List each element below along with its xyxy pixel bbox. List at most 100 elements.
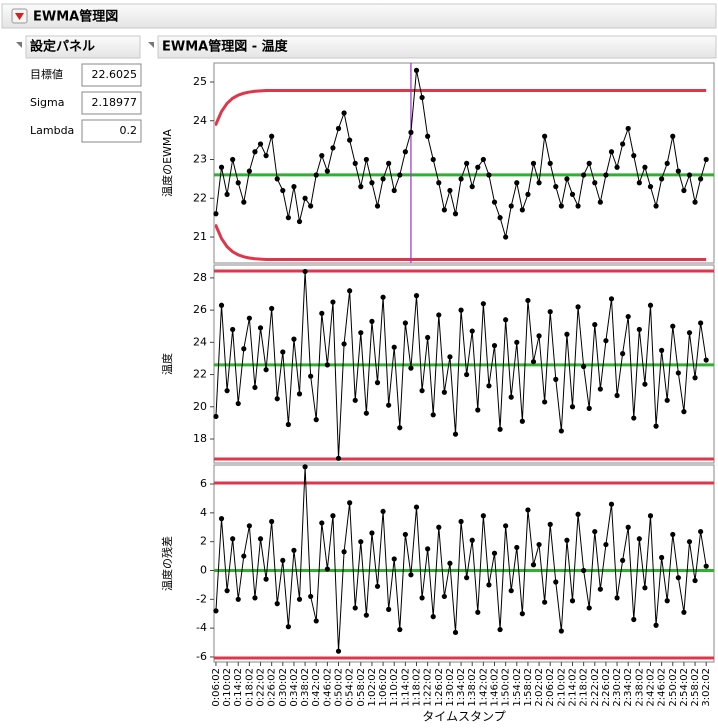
x-tick-label: 0:42:02 bbox=[311, 668, 322, 707]
data-point bbox=[324, 362, 330, 368]
data-point bbox=[614, 392, 620, 399]
data-point bbox=[263, 576, 269, 582]
y-axis-label: 温度の残差 bbox=[160, 536, 174, 591]
x-tick-label: 1:06:02 bbox=[378, 668, 389, 707]
x-tick-label: 0:22:02 bbox=[256, 668, 267, 707]
y-tick-label: 22 bbox=[193, 368, 207, 381]
data-point bbox=[647, 302, 654, 308]
data-point bbox=[698, 320, 704, 326]
data-point bbox=[681, 409, 687, 415]
x-tick-label: 0:46:02 bbox=[322, 668, 333, 707]
data-point bbox=[525, 297, 531, 304]
x-tick-label: 0:38:02 bbox=[300, 668, 311, 707]
data-point bbox=[553, 579, 559, 585]
data-point bbox=[341, 549, 347, 555]
x-tick-label: 2:10:02 bbox=[556, 668, 567, 707]
field-box bbox=[81, 119, 142, 143]
report-title-bar bbox=[157, 35, 717, 59]
data-point bbox=[413, 67, 420, 73]
x-tick-label: 1:38:02 bbox=[467, 668, 478, 707]
data-point bbox=[491, 550, 498, 556]
data-point bbox=[441, 389, 447, 395]
disclosure-icon[interactable] bbox=[148, 42, 154, 48]
data-point bbox=[603, 541, 609, 548]
data-point bbox=[486, 383, 492, 389]
data-point bbox=[575, 511, 581, 517]
disclosure-icon[interactable] bbox=[16, 42, 22, 48]
data-point bbox=[341, 110, 347, 116]
field-value: 22.6025 bbox=[92, 68, 138, 81]
data-point bbox=[642, 585, 648, 591]
data-point bbox=[664, 160, 670, 166]
data-point bbox=[458, 518, 464, 525]
data-point bbox=[425, 133, 431, 139]
data-point bbox=[419, 94, 425, 101]
y-tick-label: 22 bbox=[193, 191, 207, 204]
data-point bbox=[692, 199, 698, 205]
data-point bbox=[542, 133, 548, 139]
data-point bbox=[386, 606, 392, 612]
data-point bbox=[670, 323, 676, 329]
data-point bbox=[408, 365, 414, 371]
data-point bbox=[475, 164, 481, 170]
data-point bbox=[536, 541, 542, 548]
data-point bbox=[291, 547, 297, 553]
data-point bbox=[285, 215, 291, 221]
data-point bbox=[620, 557, 626, 564]
data-point bbox=[503, 234, 509, 240]
data-point bbox=[664, 397, 670, 403]
data-point bbox=[358, 539, 364, 545]
data-point bbox=[592, 180, 598, 186]
data-point bbox=[514, 180, 520, 186]
data-point bbox=[397, 425, 403, 431]
data-point bbox=[692, 375, 698, 381]
x-tick-label: 1:54:02 bbox=[512, 668, 523, 707]
data-point bbox=[653, 203, 659, 209]
x-tick-label: 2:06:02 bbox=[545, 668, 556, 707]
data-point bbox=[324, 168, 330, 174]
data-point bbox=[386, 402, 392, 408]
data-point bbox=[447, 354, 453, 360]
field-value: 2.18977 bbox=[92, 96, 138, 109]
data-point bbox=[542, 399, 548, 405]
data-point bbox=[313, 618, 319, 624]
data-point bbox=[681, 187, 687, 194]
x-tick-label: 2:50:02 bbox=[668, 668, 679, 707]
data-point bbox=[525, 507, 531, 513]
data-point bbox=[263, 153, 269, 159]
data-point bbox=[358, 184, 364, 190]
data-point bbox=[252, 384, 258, 391]
data-point bbox=[475, 407, 481, 413]
data-point bbox=[274, 396, 280, 402]
data-point bbox=[419, 595, 425, 601]
field-value: 0.2 bbox=[120, 124, 138, 137]
data-point bbox=[441, 593, 447, 600]
data-point bbox=[536, 180, 542, 186]
data-point bbox=[480, 513, 486, 519]
data-point bbox=[514, 339, 520, 345]
data-point bbox=[692, 577, 698, 584]
data-point bbox=[269, 518, 275, 525]
data-point bbox=[703, 156, 709, 163]
x-tick-label: 1:46:02 bbox=[490, 668, 501, 707]
data-point bbox=[213, 608, 219, 614]
data-point bbox=[597, 586, 603, 592]
data-point bbox=[597, 386, 603, 392]
data-point bbox=[224, 588, 230, 594]
data-point bbox=[464, 575, 470, 581]
y-tick-label: -4 bbox=[196, 621, 207, 634]
x-tick-label: 0:34:02 bbox=[289, 668, 300, 707]
data-point bbox=[330, 145, 336, 151]
data-point bbox=[664, 598, 670, 604]
data-point bbox=[569, 191, 576, 197]
data-point bbox=[464, 371, 470, 378]
data-point bbox=[653, 423, 659, 429]
data-point bbox=[436, 524, 442, 530]
data-point bbox=[469, 328, 475, 334]
data-point bbox=[581, 172, 587, 178]
data-point bbox=[486, 172, 492, 178]
data-point bbox=[486, 582, 492, 588]
data-point bbox=[686, 539, 693, 545]
data-point bbox=[430, 412, 436, 418]
